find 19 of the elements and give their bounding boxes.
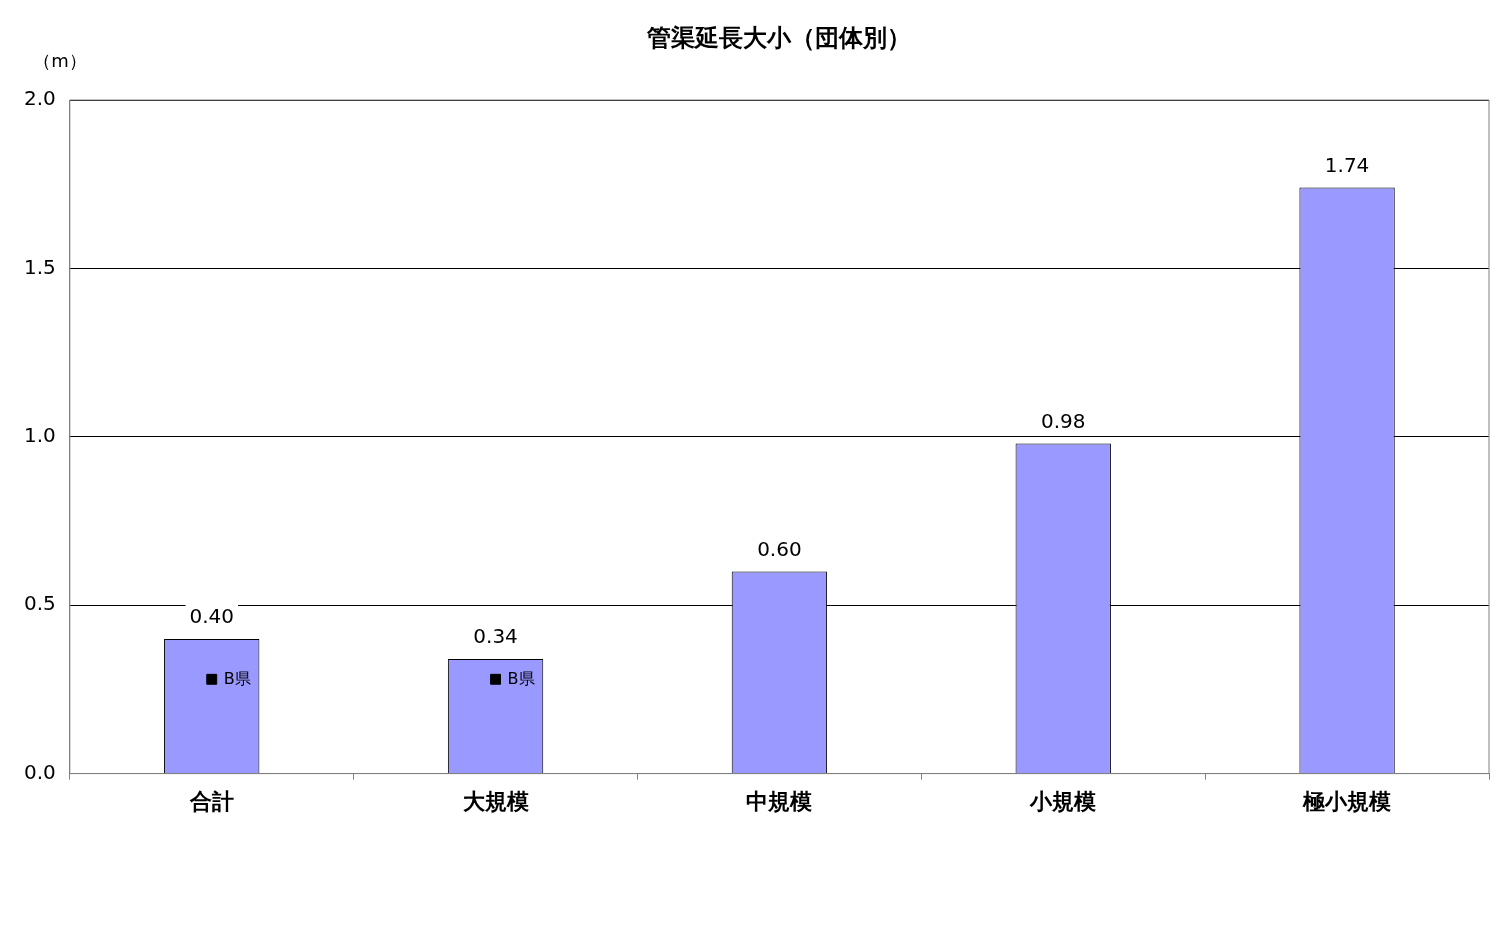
x-tick-label: 極小規模 [1302,788,1392,814]
x-tick-label: 小規模 [1029,788,1097,814]
y-axis-title: （m） [33,49,87,71]
data-label: 0.98 [1040,408,1086,433]
y-tick-label: 2.0 [23,86,56,111]
x-tick-label: 大規模 [462,788,529,814]
y-tick-label: 0.0 [23,759,56,784]
y-tick-label: 1.5 [23,254,56,279]
y-tick-label: 0.5 [23,591,56,616]
y-tick-label: 1.0 [23,423,56,447]
series-label: B県 [223,669,251,689]
text: B県 [507,669,535,689]
data-label: 0.34 [473,624,518,649]
chart-title: 管渠延長大小（団体別） [646,24,912,53]
x-tick-label: 中規模 [746,788,813,814]
data-label: 0.60 [757,536,802,561]
data-label: 0.40 [189,604,234,629]
data-label: 1.74 [1324,152,1370,177]
x-tick-label: 合計 [188,788,234,814]
